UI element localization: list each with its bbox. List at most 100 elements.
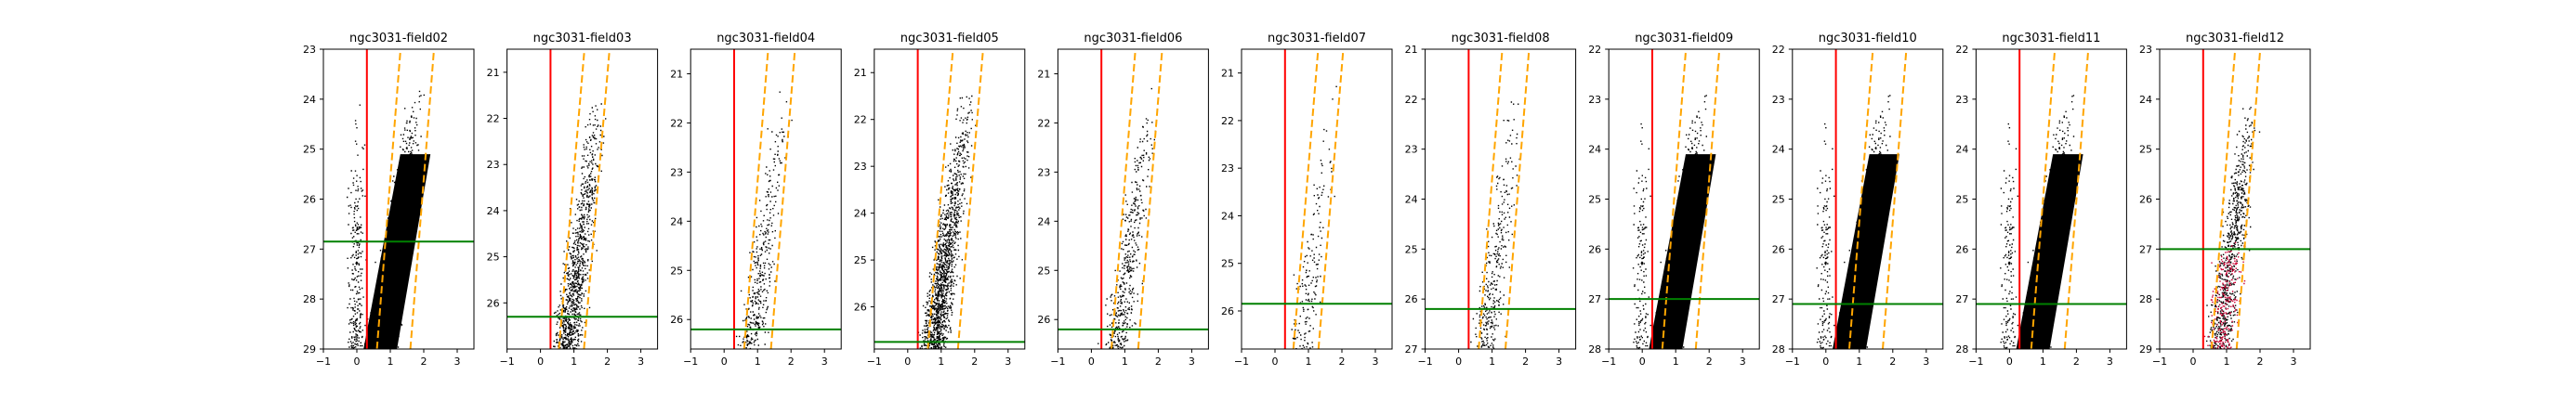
y-tick-label: 27: [1588, 293, 1601, 305]
plot-area: [323, 49, 474, 349]
dashed-boundary-2: [769, 49, 796, 349]
y-tick-label: 24: [670, 215, 683, 227]
y-tick-label: 21: [1037, 68, 1050, 80]
y-tick-label: 23: [1221, 162, 1234, 175]
y-tick-label: 27: [1772, 293, 1785, 305]
x-tick-label: −1: [867, 356, 882, 368]
x-tick-label: 0: [2006, 356, 2013, 368]
x-tick-label: 1: [1489, 356, 1495, 368]
x-tick-label: −1: [1417, 356, 1432, 368]
dashed-boundary-1: [1111, 49, 1137, 349]
scatter-points: [553, 98, 607, 349]
y-tick-label: 29: [303, 343, 316, 356]
y-tick-label: 21: [487, 67, 500, 79]
y-tick-label: 24: [1772, 144, 1785, 156]
y-tick-label: 25: [1221, 258, 1234, 270]
x-tick-label: 0: [1272, 356, 1279, 368]
y-tick-label: 26: [487, 297, 500, 309]
y-tick-label: 23: [854, 161, 867, 173]
y-tick-label: 28: [2139, 293, 2152, 305]
y-tick-label: 22: [670, 117, 683, 129]
y-tick-label: 22: [1221, 115, 1234, 127]
y-tick-label: 27: [2139, 243, 2152, 255]
x-tick-label: −1: [1968, 356, 1983, 368]
y-tick-label: 26: [1221, 305, 1234, 317]
y-tick-label: 21: [670, 68, 683, 80]
scatter-points: [1291, 85, 1337, 349]
y-tick-label: 24: [854, 208, 867, 220]
panel-title: ngc3031-field04: [716, 32, 815, 45]
y-tick-label: 21: [1221, 68, 1234, 80]
y-tick-label: 22: [487, 113, 500, 125]
y-tick-label: 28: [1772, 343, 1785, 356]
y-tick-label: 25: [854, 254, 867, 266]
y-tick-label: 26: [1588, 243, 1601, 255]
x-tick-label: 1: [755, 356, 761, 368]
y-tick-label: 22: [1955, 44, 1968, 56]
dashed-boundary-2: [1317, 49, 1345, 349]
dashed-boundary-2: [1137, 49, 1163, 349]
x-tick-label: 2: [421, 356, 427, 368]
axes-frame: [2159, 48, 2311, 350]
y-tick-label: 26: [1772, 243, 1785, 255]
panel-title: ngc3031-field11: [2002, 32, 2100, 45]
dashed-boundary-1: [375, 49, 402, 349]
y-tick-label: 23: [1955, 94, 1968, 106]
panel-title: ngc3031-field12: [2186, 32, 2284, 45]
y-tick-label: 23: [303, 44, 316, 56]
dashed-boundary-1: [2030, 49, 2057, 349]
x-tick-label: 3: [2291, 356, 2297, 368]
x-tick-label: −1: [1234, 356, 1249, 368]
x-tick-label: 1: [1122, 356, 1128, 368]
y-tick-label: 24: [2139, 94, 2152, 106]
dashed-boundary-2: [2235, 49, 2262, 349]
scatter-points: [735, 91, 793, 349]
scatter-points: [2206, 107, 2261, 349]
x-tick-label: 2: [2073, 356, 2080, 368]
x-tick-label: 0: [1822, 356, 1829, 368]
x-tick-label: 0: [1088, 356, 1095, 368]
x-tick-label: 0: [1639, 356, 1646, 368]
plot-area: [2160, 49, 2310, 349]
y-tick-label: 21: [1405, 44, 1418, 56]
x-tick-label: 0: [904, 356, 911, 368]
y-tick-label: 25: [1405, 243, 1418, 255]
y-tick-label: 24: [1221, 210, 1234, 222]
x-tick-label: 2: [2257, 356, 2264, 368]
y-tick-label: 25: [303, 144, 316, 156]
axes-frame: [1241, 48, 1393, 350]
y-tick-label: 22: [1588, 44, 1601, 56]
x-tick-label: 0: [354, 356, 361, 368]
y-tick-label: 25: [1588, 194, 1601, 206]
dashed-boundary-1: [743, 49, 769, 349]
scatter-points: [917, 95, 977, 349]
x-tick-label: 1: [388, 356, 394, 368]
y-tick-label: 26: [854, 302, 867, 314]
y-tick-label: 28: [1955, 343, 1968, 356]
dashed-boundary-2: [2063, 49, 2090, 349]
x-tick-label: −1: [499, 356, 514, 368]
y-tick-label: 27: [1405, 343, 1418, 356]
panel-title: ngc3031-field08: [1452, 32, 1550, 45]
y-tick-label: 24: [1955, 144, 1968, 156]
y-tick-label: 23: [487, 159, 500, 171]
y-tick-label: 24: [487, 205, 500, 217]
x-tick-label: 2: [1522, 356, 1529, 368]
y-tick-label: 24: [303, 94, 316, 106]
x-tick-label: 0: [721, 356, 728, 368]
y-tick-label: 23: [670, 166, 683, 178]
y-tick-label: 26: [303, 194, 316, 206]
y-tick-label: 29: [2139, 343, 2152, 356]
x-tick-label: 3: [821, 356, 828, 368]
scatter-core: [1833, 154, 1899, 349]
panel-title: ngc3031-field02: [349, 32, 448, 45]
plot-area: [1058, 49, 1209, 349]
panel-title: ngc3031-field09: [1635, 32, 1733, 45]
y-tick-label: 24: [1405, 194, 1418, 206]
y-tick-label: 25: [670, 265, 683, 277]
